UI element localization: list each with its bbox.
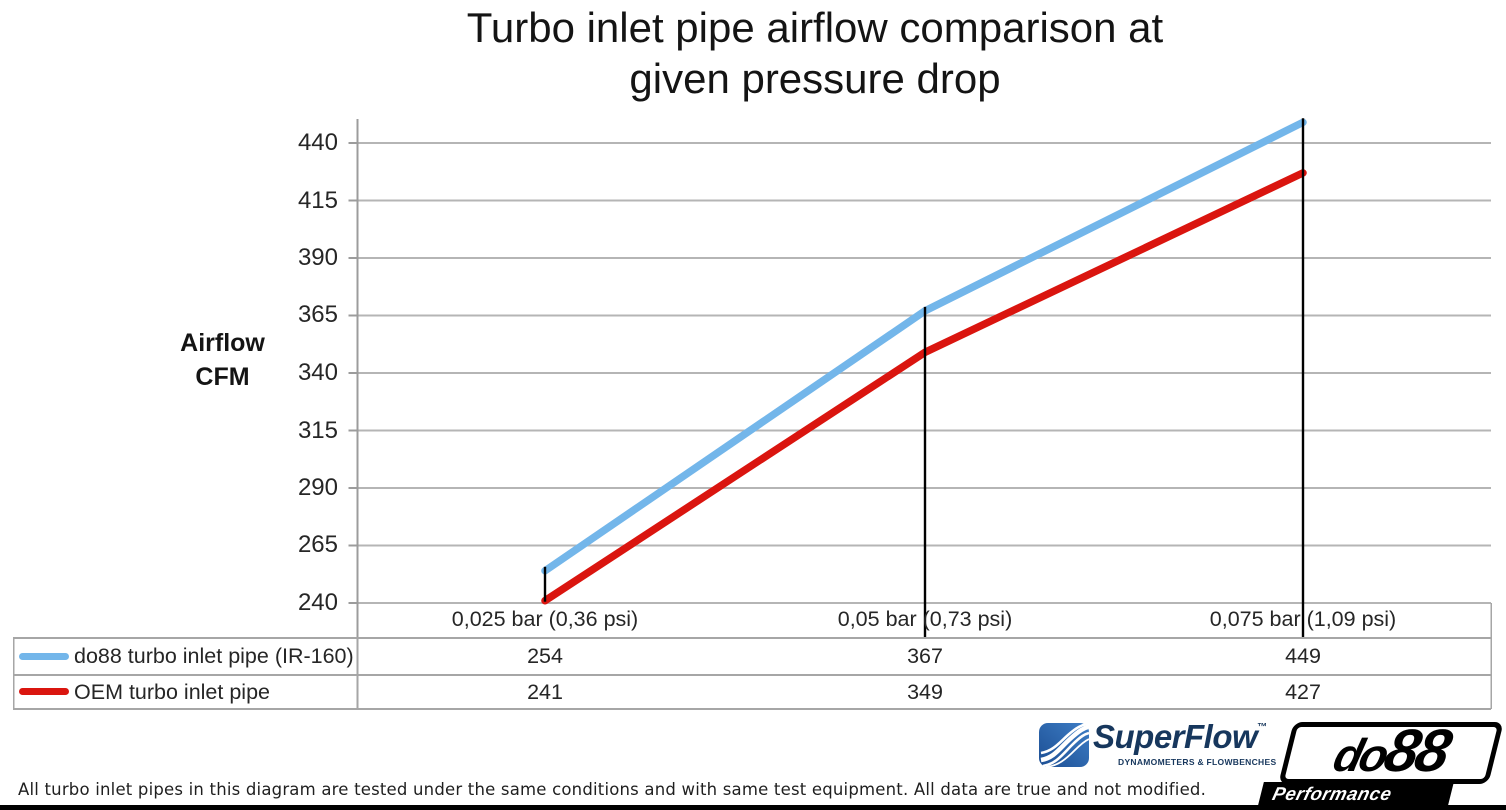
- x-category-3: 0,075 bar (1,09 psi): [1209, 607, 1397, 631]
- value-oem-cat1: 241: [527, 680, 563, 704]
- superflow-wordmark: SuperFlow™: [1093, 718, 1267, 755]
- y-tick-265: 265: [297, 531, 338, 558]
- chart-title: Turbo inlet pipe airflow comparison at g…: [315, 2, 1315, 104]
- do88-performance-bar: Performance: [1258, 782, 1454, 805]
- y-axis-title-line1: Airflow: [180, 329, 265, 357]
- x-category-2: 0,05 bar (0,73 psi): [837, 607, 1013, 631]
- do88-tagline: Performance: [1270, 783, 1395, 804]
- footnote-text: All turbo inlet pipes in this diagram ar…: [18, 780, 1207, 799]
- y-tick-390: 390: [297, 244, 338, 271]
- y-tick-415: 415: [297, 187, 338, 214]
- value-oem-cat2: 349: [907, 680, 943, 704]
- value-do88-cat1: 254: [527, 644, 563, 668]
- y-tick-365: 365: [297, 301, 338, 328]
- superflow-icon: [1039, 722, 1090, 768]
- value-do88-cat2: 367: [907, 644, 943, 668]
- do88-wordmark: do88: [1328, 722, 1456, 784]
- legend-label-do88: do88 turbo inlet pipe (IR-160): [74, 644, 354, 668]
- superflow-tagline: DYNAMOMETERS & FLOWBENCHES: [1118, 757, 1277, 767]
- legend-label-oem: OEM turbo inlet pipe: [74, 680, 270, 704]
- superflow-logo: SuperFlow™ DYNAMOMETERS & FLOWBENCHES: [1038, 718, 1277, 770]
- y-tick-290: 290: [297, 474, 338, 501]
- y-tick-315: 315: [297, 417, 338, 444]
- bottom-divider-bar: [0, 805, 1506, 810]
- do88-logo: do88: [1278, 722, 1504, 784]
- chart-title-line2: given pressure drop: [629, 55, 1001, 102]
- legend-swatch-oem: [19, 688, 69, 695]
- y-tick-340: 340: [297, 359, 338, 386]
- value-oem-cat3: 427: [1285, 680, 1321, 704]
- trademark-symbol: ™: [1257, 722, 1267, 733]
- y-tick-440: 440: [297, 129, 338, 156]
- y-axis-title: Airflow CFM: [150, 326, 295, 394]
- chart-title-line1: Turbo inlet pipe airflow comparison at: [466, 4, 1164, 51]
- x-category-1: 0,025 bar (0,36 psi): [451, 607, 639, 631]
- y-axis-title-line2: CFM: [195, 363, 250, 391]
- value-do88-cat3: 449: [1285, 644, 1321, 668]
- legend-swatch-do88: [19, 653, 69, 660]
- y-tick-240: 240: [297, 589, 338, 616]
